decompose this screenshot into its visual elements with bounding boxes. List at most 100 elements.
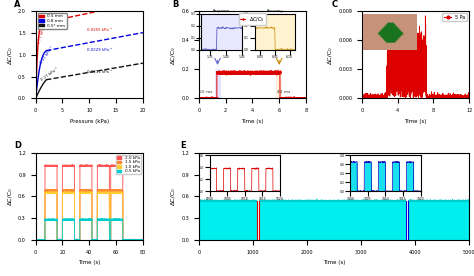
Text: B: B: [172, 0, 178, 9]
Text: 0.17 kPa⁻¹: 0.17 kPa⁻¹: [40, 67, 59, 82]
Line: 1.0 kPa: 1.0 kPa: [36, 192, 143, 240]
1.5 kPa: [72, 189, 77, 192]
1.0 kPa: [98, 190, 103, 193]
Line: 1.5 kPa: 1.5 kPa: [36, 190, 143, 240]
1.0 kPa: [38, 238, 44, 242]
1.5 kPa: [96, 189, 102, 192]
Text: 42 ms: 42 ms: [276, 90, 290, 94]
1.5 kPa: [38, 238, 44, 242]
$\Delta C/C_0$: [241, 69, 247, 73]
0.5 kPa: [38, 238, 44, 242]
2.0 kPa: [38, 238, 44, 241]
0.5 kPa: [140, 238, 146, 242]
Y-axis label: ΔC/C₀: ΔC/C₀: [8, 188, 12, 205]
2.0 kPa: [118, 164, 124, 168]
0.5 kPa: [33, 238, 38, 242]
1.0 kPa: [96, 192, 102, 195]
0.5 mm: [33, 85, 39, 88]
X-axis label: Time (s): Time (s): [241, 119, 264, 124]
1.0 kPa: [118, 191, 124, 195]
Line: $\Delta C/C_0$: $\Delta C/C_0$: [199, 71, 306, 99]
0.8 mm: [43, 50, 48, 53]
X-axis label: Time (s): Time (s): [323, 260, 345, 266]
0.5 mm: [33, 97, 38, 100]
$\Delta C/C_0$: [196, 97, 201, 100]
0.5 mm: [36, 38, 41, 41]
Y-axis label: ΔC/C₀: ΔC/C₀: [171, 46, 176, 63]
Text: D: D: [14, 141, 21, 150]
0.5 mm: [33, 79, 39, 83]
$\Delta C/C_0$: [248, 71, 254, 74]
1.5 kPa: [109, 188, 115, 191]
2.0 kPa: [101, 164, 107, 167]
0.5* mm: [33, 95, 39, 99]
2.0 kPa: [96, 164, 102, 168]
Line: 0.5* mm: 0.5* mm: [36, 80, 46, 99]
Text: 0.37 kPa⁻¹: 0.37 kPa⁻¹: [39, 45, 54, 64]
1.5 kPa: [112, 189, 118, 192]
X-axis label: Time (s): Time (s): [404, 119, 427, 124]
$\Delta C/C_0$: [246, 71, 251, 74]
0.5 kPa: [80, 217, 85, 220]
Text: 55 ms: 55 ms: [200, 90, 213, 94]
0.5 mm: [43, 20, 48, 24]
Y-axis label: ΔC/C₀: ΔC/C₀: [8, 46, 12, 63]
0.5 kPa: [112, 217, 118, 221]
Text: 0.77 kPa⁻¹: 0.77 kPa⁻¹: [37, 23, 47, 44]
1.0 kPa: [33, 238, 38, 242]
$\Delta C/C_0$: [201, 97, 207, 100]
1.0 kPa: [72, 191, 77, 195]
1.0 kPa: [101, 191, 107, 194]
0.8 mm: [33, 97, 38, 100]
X-axis label: Pressure (kPa): Pressure (kPa): [70, 119, 109, 124]
Text: A: A: [14, 0, 20, 9]
2.0 kPa: [33, 238, 38, 241]
Line: 0.5 mm: 0.5 mm: [36, 22, 46, 99]
Y-axis label: ΔC/C₀: ΔC/C₀: [171, 188, 176, 205]
Legend: 5 Pa: 5 Pa: [443, 14, 467, 21]
0.8 mm: [35, 80, 40, 83]
$\Delta C/C_0$: [281, 97, 286, 100]
0.5 kPa: [118, 219, 124, 222]
0.5 kPa: [33, 238, 38, 242]
X-axis label: Time (s): Time (s): [78, 260, 100, 266]
2.0 kPa: [104, 163, 109, 166]
0.8 mm: [43, 49, 49, 53]
1.0 kPa: [140, 238, 146, 242]
2.0 kPa: [140, 238, 146, 242]
1.0 kPa: [33, 238, 38, 242]
0.5* mm: [36, 91, 41, 94]
0.5 mm: [35, 50, 40, 53]
0.8 mm: [36, 74, 41, 77]
2.0 kPa: [33, 238, 38, 242]
Y-axis label: ΔC/C₀: ΔC/C₀: [328, 46, 333, 63]
Legend: $\Delta C/C_0$: $\Delta C/C_0$: [239, 14, 266, 25]
0.5* mm: [44, 78, 49, 81]
0.5* mm: [43, 79, 49, 82]
Text: E: E: [180, 141, 185, 150]
$\Delta C/C_0$: [196, 97, 201, 100]
2.0 kPa: [112, 164, 118, 167]
Legend: 0.5 mm, 0.8 mm, 0.5* mm: 0.5 mm, 0.8 mm, 0.5* mm: [37, 13, 66, 29]
Text: 0.0229 kPa⁻¹: 0.0229 kPa⁻¹: [87, 48, 112, 52]
Line: 0.5 kPa: 0.5 kPa: [36, 219, 143, 240]
0.5* mm: [35, 92, 40, 96]
Legend: 2.0 kPa, 1.5 kPa, 1.0 kPa, 0.5 kPa: 2.0 kPa, 1.5 kPa, 1.0 kPa, 0.5 kPa: [116, 155, 141, 174]
0.8 mm: [33, 93, 39, 96]
0.5* mm: [33, 97, 38, 100]
0.5 kPa: [96, 218, 102, 222]
$\Delta C/C_0$: [300, 97, 306, 100]
1.5 kPa: [118, 189, 124, 192]
1.5 kPa: [33, 238, 38, 242]
$\Delta C/C_0$: [303, 96, 309, 99]
1.5 kPa: [140, 238, 146, 242]
Line: 2.0 kPa: 2.0 kPa: [36, 164, 143, 240]
Text: 0.0255 kPa⁻¹: 0.0255 kPa⁻¹: [87, 28, 112, 32]
1.5 kPa: [101, 189, 107, 192]
0.5 mm: [43, 20, 49, 24]
0.5* mm: [33, 96, 39, 99]
0.5 kPa: [72, 218, 77, 221]
Text: 0.0211 kPa⁻¹: 0.0211 kPa⁻¹: [87, 70, 112, 74]
0.8 mm: [44, 49, 49, 52]
2.0 kPa: [72, 164, 77, 167]
